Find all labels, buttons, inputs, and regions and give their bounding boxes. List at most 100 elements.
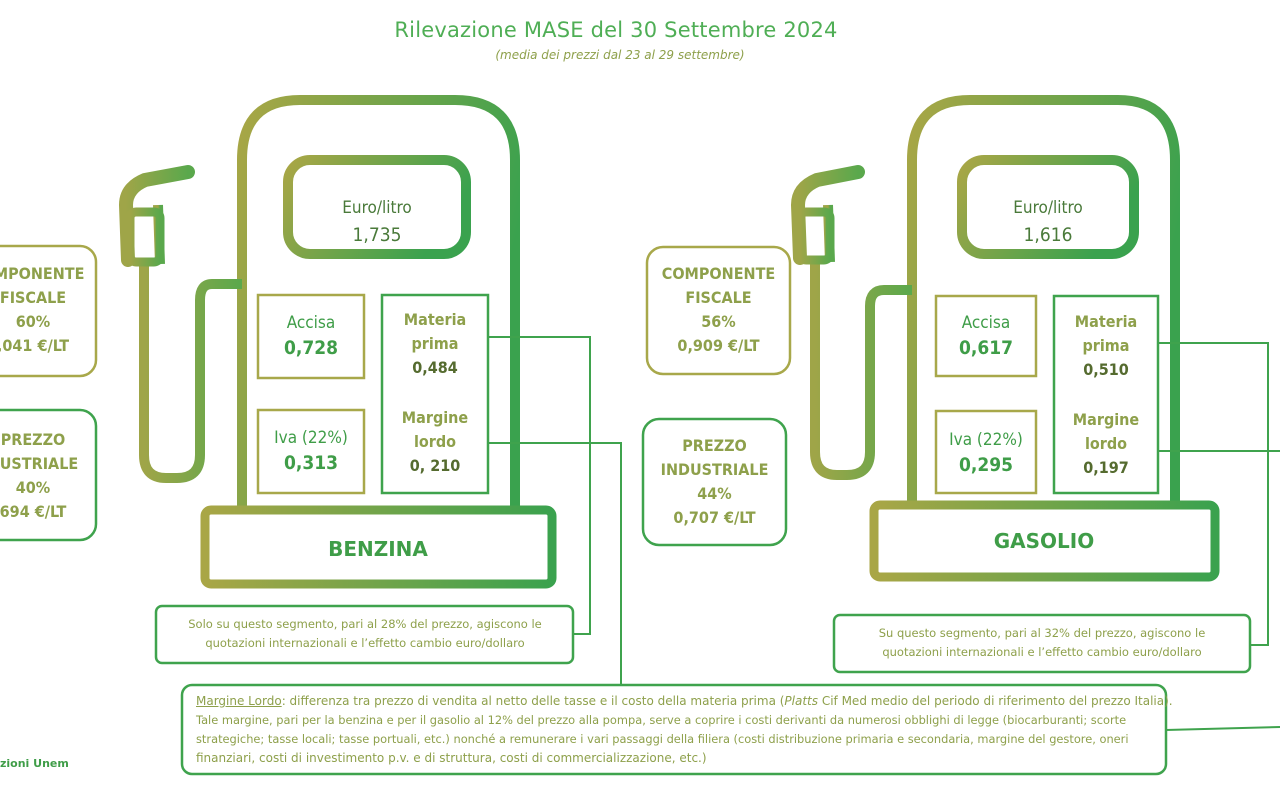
benzina-note-line2: quotazioni internazionali e l’effetto ca… bbox=[205, 636, 525, 650]
gasolio-industriale-line2: INDUSTRIALE bbox=[660, 460, 769, 479]
benzina-fiscale-line1: OMPONENTE bbox=[0, 264, 85, 283]
gasolio-connector-legend bbox=[1165, 726, 1280, 731]
benzina-industriale: PREZZO DUSTRIALE 40% 694 €/LT bbox=[0, 428, 92, 524]
gasolio-industriale: PREZZO INDUSTRIALE 44% 0,707 €/LT bbox=[645, 434, 784, 530]
gasolio-connector-note bbox=[1158, 342, 1269, 646]
gasolio-accisa-frame bbox=[934, 294, 1038, 378]
legend-line1: Margine Lordo: differenza tra prezzo di … bbox=[196, 692, 1173, 711]
benzina-connector-legend bbox=[488, 442, 622, 686]
gasolio-margine-label-1: Margine bbox=[1072, 410, 1140, 429]
benzina-margine-value: 0, 210 bbox=[409, 456, 461, 475]
gasolio-fiscale-line1: COMPONENTE bbox=[661, 264, 776, 283]
gasolio-materia-label-2: prima bbox=[1082, 336, 1130, 355]
legend-term: Margine Lordo bbox=[196, 694, 282, 708]
gasolio-display: Euro/litro 1,616 bbox=[962, 196, 1134, 250]
gasolio-iva-label: Iva (22%) bbox=[949, 430, 1023, 450]
gasolio-margine: Margine lordo 0,197 bbox=[1054, 408, 1158, 480]
gasolio-industriale-line1: PREZZO bbox=[682, 436, 747, 455]
gasolio-nozzle-handle bbox=[795, 207, 835, 265]
benzina-iva-frame bbox=[256, 408, 366, 495]
gasolio-fiscale: COMPONENTE FISCALE 56% 0,909 €/LT bbox=[649, 262, 788, 358]
benzina-industriale-pct: 40% bbox=[15, 478, 51, 497]
benzina-industriale-side-frame bbox=[0, 408, 98, 542]
gasolio-pump-body bbox=[907, 95, 1180, 505]
benzina-accisa-label: Accisa bbox=[286, 313, 336, 333]
legend-platts: Platts bbox=[784, 694, 819, 708]
gasolio-industriale-frame bbox=[1052, 294, 1160, 495]
gasolio-note-line1: Su questo segmento, pari al 32% del prez… bbox=[878, 626, 1206, 640]
benzina-nozzle bbox=[118, 165, 195, 267]
gasolio-iva-frame bbox=[934, 409, 1038, 495]
gasolio-pump-graphic bbox=[790, 95, 1220, 582]
gasolio-materia-label-1: Materia bbox=[1074, 312, 1138, 331]
benzina-iva-value: 0,313 bbox=[283, 452, 339, 474]
gasolio-margine-value: 0,197 bbox=[1083, 458, 1129, 477]
benzina-display: Euro/litro 1,735 bbox=[292, 196, 462, 250]
benzina-industriale-frame bbox=[380, 293, 490, 495]
gasolio-display-frame bbox=[957, 155, 1139, 259]
gasolio-materia: Materia prima 0,510 bbox=[1054, 310, 1158, 382]
gasolio-accisa-label: Accisa bbox=[961, 313, 1011, 333]
gasolio-pump-base bbox=[869, 500, 1220, 582]
gasolio-note-line2: quotazioni internazionali e l’effetto ca… bbox=[882, 645, 1202, 659]
benzina-note-frame bbox=[154, 604, 575, 665]
benzina-pump-graphic bbox=[118, 95, 557, 589]
gasolio-price: 1,616 bbox=[1023, 224, 1073, 246]
gasolio-fiscale-pct: 56% bbox=[701, 312, 736, 331]
legend-frame bbox=[180, 683, 1168, 776]
gasolio-accisa-value: 0,617 bbox=[958, 337, 1014, 359]
gasolio-fiscale-frame bbox=[645, 245, 792, 376]
gasolio-iva-value: 0,295 bbox=[958, 454, 1014, 476]
benzina-pump-body bbox=[237, 95, 520, 510]
gasolio-name: GASOLIO bbox=[993, 529, 1095, 553]
page-title: Rilevazione MASE del 30 Settembre 2024 bbox=[394, 18, 838, 42]
page-subtitle: (media dei prezzi dal 23 al 29 settembre… bbox=[495, 48, 745, 62]
legend-line2: Tale margine, pari per la benzina e per … bbox=[196, 713, 1127, 727]
gasolio-fiscale-eur: 0,909 €/LT bbox=[677, 336, 760, 355]
gasolio-industriale-side-frame bbox=[641, 417, 788, 547]
benzina-margine-label-1: Margine bbox=[401, 408, 469, 427]
benzina-display-frame bbox=[283, 155, 471, 259]
benzina-unit-label: Euro/litro bbox=[342, 198, 412, 218]
benzina-industriale-eur: 694 €/LT bbox=[0, 502, 67, 521]
gasolio-note: Su questo segmento, pari al 32% del prez… bbox=[838, 624, 1246, 662]
benzina-pump-base bbox=[200, 505, 557, 589]
benzina-iva: Iva (22%) 0,313 bbox=[258, 426, 364, 476]
gasolio-materia-value: 0,510 bbox=[1083, 360, 1129, 379]
gasolio-nozzle bbox=[790, 165, 865, 265]
benzina-connector-note bbox=[488, 336, 591, 635]
benzina-accisa-frame bbox=[256, 293, 366, 380]
benzina-materia-label-1: Materia bbox=[403, 310, 467, 329]
legend-line1-end: Cif Med medio del periodo di riferimento… bbox=[818, 694, 1173, 708]
legend-line1-rest: : differenza tra prezzo di vendita al ne… bbox=[281, 694, 785, 708]
gasolio-note-frame bbox=[832, 613, 1252, 674]
legend-line4: finanziari, costi di investimento p.v. e… bbox=[196, 751, 707, 765]
benzina-margine-label-2: lordo bbox=[413, 432, 457, 451]
benzina-materia: Materia prima 0,484 bbox=[382, 308, 488, 380]
benzina-industriale-line1: PREZZO bbox=[0, 430, 66, 449]
benzina-nozzle-handle bbox=[125, 207, 165, 267]
benzina-hose bbox=[139, 260, 242, 483]
benzina-price: 1,735 bbox=[352, 224, 402, 246]
benzina-note: Solo su questo segmento, pari al 28% del… bbox=[160, 615, 570, 653]
benzina-note-line1: Solo su questo segmento, pari al 28% del… bbox=[188, 617, 542, 631]
benzina-materia-label-2: prima bbox=[411, 334, 459, 353]
gasolio-accisa: Accisa 0,617 bbox=[936, 311, 1036, 361]
legend-text: Margine Lordo: differenza tra prezzo di … bbox=[196, 692, 1173, 768]
gasolio-hose bbox=[810, 258, 912, 480]
benzina-iva-label: Iva (22%) bbox=[274, 428, 348, 448]
benzina-materia-value: 0,484 bbox=[412, 358, 458, 377]
benzina-accisa-value: 0,728 bbox=[283, 337, 339, 359]
benzina-fiscale: OMPONENTE FISCALE 60% ,041 €/LT bbox=[0, 262, 92, 358]
benzina-fiscale-frame bbox=[0, 244, 98, 378]
gasolio-fiscale-line2: FISCALE bbox=[685, 288, 752, 307]
source-label: zioni Unem bbox=[0, 757, 69, 770]
benzina-fiscale-pct: 60% bbox=[15, 312, 51, 331]
benzina-margine: Margine lordo 0, 210 bbox=[382, 406, 488, 478]
benzina-industriale-line2: DUSTRIALE bbox=[0, 454, 79, 473]
benzina-fiscale-eur: ,041 €/LT bbox=[0, 336, 70, 355]
benzina-accisa: Accisa 0,728 bbox=[258, 311, 364, 361]
gasolio-unit-label: Euro/litro bbox=[1013, 198, 1083, 218]
benzina-name: BENZINA bbox=[328, 537, 428, 561]
